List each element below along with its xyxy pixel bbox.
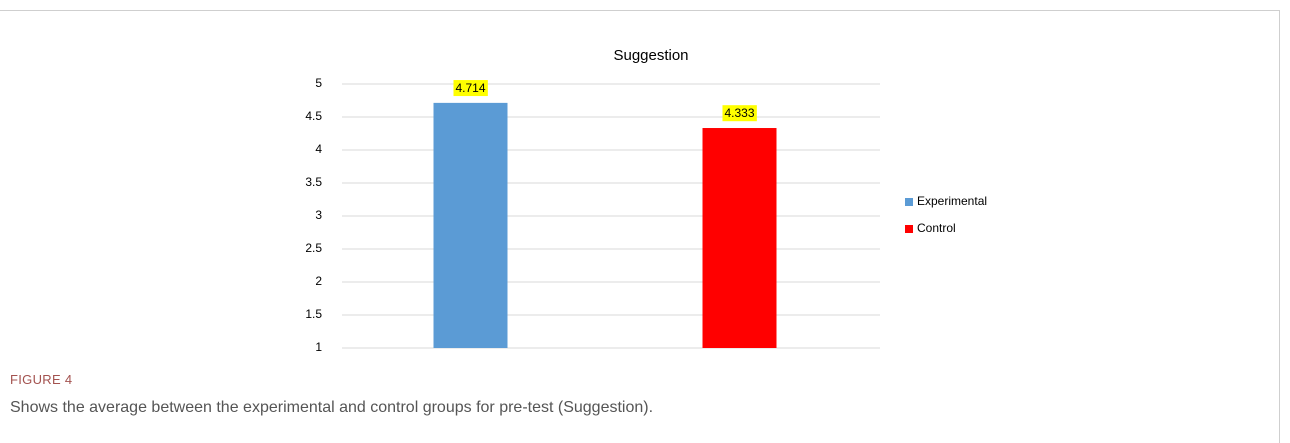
- legend-label: Control: [917, 221, 956, 235]
- figure-frame: [0, 10, 1280, 443]
- legend-swatch: [905, 198, 913, 206]
- bar: [702, 128, 777, 348]
- y-tick-label: 4: [315, 142, 322, 156]
- y-tick-label: 1: [315, 340, 322, 354]
- y-tick-label: 1.5: [305, 307, 322, 321]
- figure-label: FIGURE 4: [10, 372, 73, 387]
- y-tick-label: 2: [315, 274, 322, 288]
- bar: [433, 102, 508, 348]
- value-label-bg: [453, 80, 488, 97]
- y-tick-label: 3.5: [305, 175, 322, 189]
- value-label-bg: [722, 105, 757, 122]
- chart: Suggestion 1 1.5 2 2.5 3 3.5 4 4.5 5 4.714 Experim…: [305, 47, 987, 354]
- y-tick-label: 2.5: [305, 241, 322, 255]
- figure-caption: Shows the average between the experiment…: [10, 399, 654, 416]
- y-tick-label: 4.5: [305, 109, 322, 123]
- chart-title: Suggestion: [613, 47, 688, 64]
- y-tick-label: 5: [315, 76, 322, 90]
- legend-swatch: [905, 225, 913, 233]
- legend-label: Experimental: [917, 194, 987, 208]
- value-label: 4.333: [724, 106, 754, 120]
- y-tick-label: 3: [315, 208, 322, 222]
- value-label: 4.714: [455, 81, 485, 95]
